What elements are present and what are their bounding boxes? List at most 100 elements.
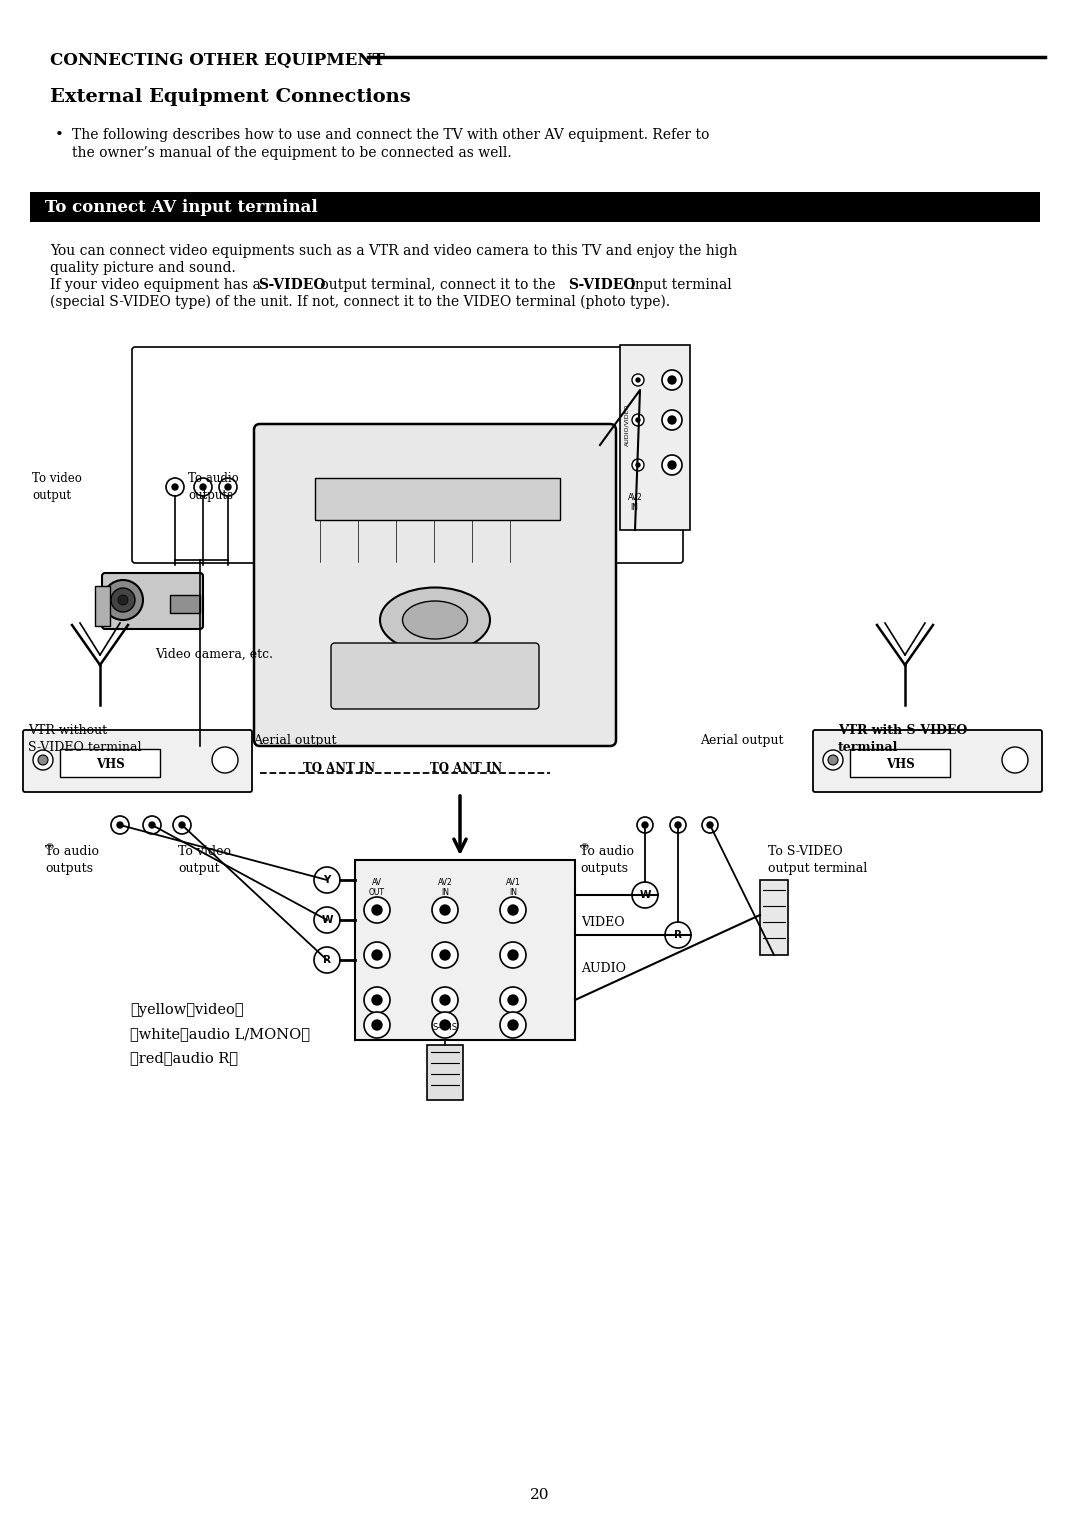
Circle shape [636, 418, 640, 421]
Bar [620, 345, 690, 530]
Circle shape [500, 896, 526, 922]
FancyBboxPatch shape [813, 730, 1042, 793]
Circle shape [669, 461, 676, 469]
Circle shape [1002, 747, 1028, 773]
Circle shape [314, 947, 340, 973]
Text: AV
OUT: AV OUT [369, 878, 384, 898]
Circle shape [702, 817, 718, 834]
Text: Aerial output: Aerial output [253, 734, 337, 747]
Text: TO ANT IN: TO ANT IN [430, 762, 502, 776]
Text: Video camera, etc.: Video camera, etc. [156, 647, 273, 661]
Text: ⓦwhite（audio L/MONO）: ⓦwhite（audio L/MONO） [130, 1028, 310, 1041]
Text: AV2
IN: AV2 IN [437, 878, 453, 898]
Circle shape [662, 370, 681, 389]
Circle shape [823, 750, 843, 770]
Text: ®: ® [580, 843, 590, 852]
Circle shape [166, 478, 184, 496]
FancyBboxPatch shape [23, 730, 252, 793]
Text: To video
output: To video output [178, 844, 231, 875]
Circle shape [632, 460, 644, 470]
Circle shape [118, 596, 129, 605]
Bar [60, 750, 160, 777]
Text: ®: ® [45, 843, 55, 852]
Circle shape [117, 822, 123, 828]
Text: (special S-VIDEO type) of the unit. If not, connect it to the VIDEO terminal (ph: (special S-VIDEO type) of the unit. If n… [50, 295, 670, 310]
Text: To video
output: To video output [32, 472, 82, 502]
Circle shape [173, 815, 191, 834]
Bar [760, 880, 788, 954]
Circle shape [364, 986, 390, 1012]
Text: To audio
outputs: To audio outputs [45, 844, 99, 875]
Circle shape [508, 950, 518, 960]
Circle shape [432, 942, 458, 968]
Text: input terminal: input terminal [626, 278, 732, 292]
Circle shape [675, 822, 681, 828]
Text: To S-VIDEO
output terminal: To S-VIDEO output terminal [768, 844, 867, 875]
Circle shape [669, 415, 676, 425]
Text: AV2: AV2 [627, 493, 643, 502]
Circle shape [665, 922, 691, 948]
Circle shape [372, 996, 382, 1005]
Circle shape [143, 815, 161, 834]
Circle shape [103, 580, 143, 620]
Text: If your video equipment has a: If your video equipment has a [50, 278, 266, 292]
Text: Aerial output: Aerial output [700, 734, 783, 747]
Circle shape [670, 817, 686, 834]
Circle shape [662, 411, 681, 431]
FancyBboxPatch shape [330, 643, 539, 709]
Circle shape [364, 896, 390, 922]
Circle shape [432, 986, 458, 1012]
Circle shape [632, 374, 644, 386]
Circle shape [500, 942, 526, 968]
Circle shape [149, 822, 156, 828]
Circle shape [314, 907, 340, 933]
Text: AUDIO: AUDIO [581, 962, 626, 974]
FancyBboxPatch shape [254, 425, 616, 747]
Circle shape [364, 1012, 390, 1038]
Circle shape [33, 750, 53, 770]
Circle shape [314, 867, 340, 893]
Text: VHS: VHS [886, 759, 915, 771]
Circle shape [508, 996, 518, 1005]
Circle shape [508, 906, 518, 915]
Circle shape [500, 986, 526, 1012]
Text: R: R [323, 954, 330, 965]
Text: IN: IN [630, 502, 638, 512]
FancyBboxPatch shape [102, 573, 203, 629]
Circle shape [636, 463, 640, 467]
Circle shape [372, 906, 382, 915]
Text: W: W [321, 915, 333, 925]
Text: Y: Y [323, 875, 330, 886]
Text: VTR with S-VIDEO
terminal: VTR with S-VIDEO terminal [838, 724, 968, 754]
Text: •: • [55, 128, 64, 142]
Text: quality picture and sound.: quality picture and sound. [50, 261, 235, 275]
Bar [355, 860, 575, 1040]
Text: R: R [674, 930, 681, 941]
Circle shape [500, 1012, 526, 1038]
Bar [427, 1044, 463, 1099]
Text: TO ANT IN: TO ANT IN [303, 762, 375, 776]
Circle shape [636, 379, 640, 382]
Circle shape [172, 484, 178, 490]
Circle shape [828, 754, 838, 765]
Circle shape [432, 896, 458, 922]
Text: S-VIDEO: S-VIDEO [258, 278, 325, 292]
Circle shape [219, 478, 237, 496]
Text: VTR without
S-VIDEO terminal: VTR without S-VIDEO terminal [28, 724, 141, 754]
Circle shape [440, 996, 450, 1005]
Bar [315, 478, 561, 521]
Circle shape [642, 822, 648, 828]
Bar [95, 586, 110, 626]
Circle shape [632, 414, 644, 426]
Circle shape [440, 950, 450, 960]
Text: AV1
IN: AV1 IN [505, 878, 521, 898]
Ellipse shape [380, 588, 490, 652]
Text: ⓡred（audio R）: ⓡred（audio R） [130, 1051, 238, 1064]
Text: AUDIO/VIDEO: AUDIO/VIDEO [624, 403, 629, 446]
Text: To audio
outputs: To audio outputs [188, 472, 239, 502]
Circle shape [194, 478, 212, 496]
Circle shape [38, 754, 48, 765]
Circle shape [637, 817, 653, 834]
Circle shape [632, 883, 658, 909]
Circle shape [200, 484, 206, 490]
